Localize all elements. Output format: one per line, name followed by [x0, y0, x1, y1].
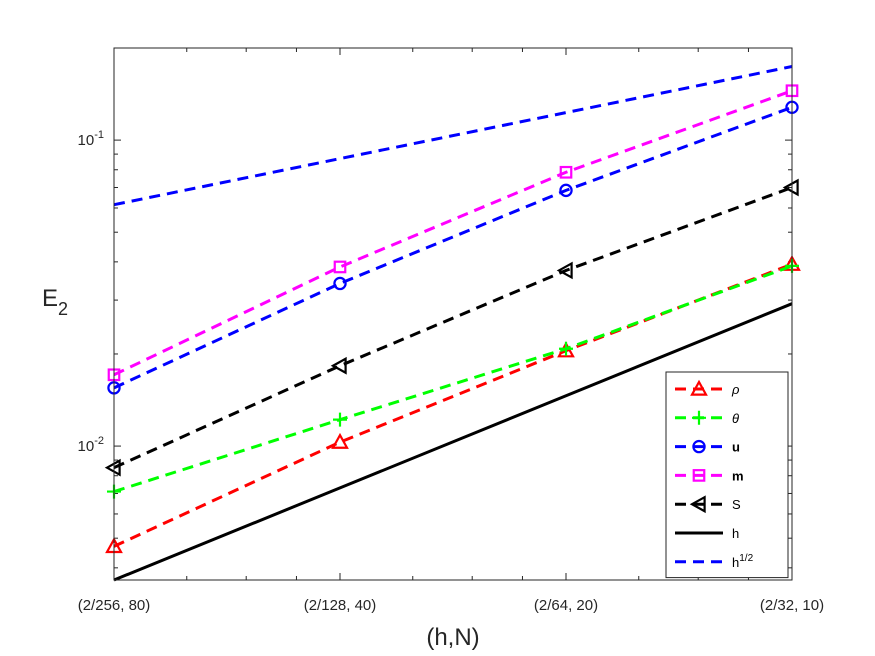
triangle-left-marker: [104, 458, 121, 477]
x-tick-label: (2/128, 40): [304, 597, 377, 614]
square-marker: [333, 260, 347, 274]
y-tick-label: 10-2: [78, 435, 104, 455]
legend-entry: ρ: [675, 379, 740, 397]
series-line: [113, 186, 793, 470]
legend-entry: h: [675, 526, 739, 541]
legend-entry: S: [675, 495, 741, 514]
legend-box: [665, 371, 789, 579]
x-tick-label: (2/256, 80): [78, 597, 151, 614]
legend-entry: u: [675, 440, 740, 455]
x-tick-label: (2/64, 20): [534, 597, 598, 614]
series-line: [113, 302, 793, 582]
circle-marker: [559, 183, 573, 198]
series-line: [113, 89, 793, 377]
square-marker: [692, 469, 706, 482]
legend-label: θ: [732, 411, 739, 426]
triangle-left-marker: [689, 495, 706, 514]
y-tick-label: 10-1: [78, 129, 104, 149]
series-line: [113, 65, 793, 207]
legend-entry: θ: [675, 411, 739, 426]
legend-entry: m: [675, 468, 744, 483]
y-axis-label: E2: [42, 285, 68, 319]
legend-label: u: [732, 440, 740, 455]
x-axis-label: (h,N): [426, 624, 479, 651]
legend-entry: h1/2: [675, 553, 754, 570]
circle-marker: [333, 276, 347, 291]
legend-label: ρ: [731, 382, 740, 397]
plus-marker: [333, 412, 347, 427]
axis-ticks: [113, 47, 793, 580]
triangle-left-marker: [782, 178, 799, 197]
series-line: [113, 105, 793, 390]
triangle-marker: [331, 432, 349, 449]
triangle-marker: [690, 379, 708, 396]
plus-marker: [559, 341, 573, 356]
triangle-left-marker: [330, 356, 347, 375]
plot-series: [104, 65, 801, 582]
legend-label: h1/2: [732, 553, 754, 570]
series-line: [113, 264, 793, 494]
square-marker: [559, 165, 573, 179]
legend-label: S: [732, 497, 741, 512]
circle-marker: [692, 439, 706, 454]
axis-labels: (2/256, 80) (2/128, 40) (2/64, 20) (2/32, 1…: [42, 129, 824, 651]
plus-marker: [692, 410, 706, 425]
series-S: [104, 178, 799, 477]
series-h: [113, 302, 793, 582]
plot-frame: [113, 47, 793, 581]
legend-label: h: [732, 526, 739, 541]
x-tick-label: (2/32, 10): [760, 597, 824, 614]
series-h: [113, 65, 793, 207]
triangle-left-marker: [556, 261, 573, 280]
legend-label: m: [732, 468, 744, 483]
